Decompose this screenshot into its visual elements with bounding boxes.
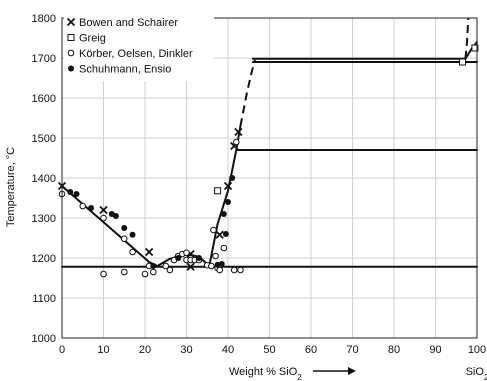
y-tick-label: 1200 xyxy=(32,253,56,265)
cross-data-point xyxy=(216,231,223,238)
y-tick-label: 1500 xyxy=(32,133,56,145)
legend: Bowen and Schairer Greig Körber, Oelsen, D… xyxy=(64,15,214,81)
phase-boundary-curve xyxy=(465,18,468,59)
x-tick-label: 80 xyxy=(388,344,400,356)
square-data-point xyxy=(215,188,221,194)
legend-label: Schuhmann, Ensio xyxy=(79,64,171,76)
open-circle-data-point xyxy=(80,203,86,209)
filled-circle-data-point xyxy=(219,261,225,267)
open-circle-data-point xyxy=(151,269,157,275)
open-circle-data-point xyxy=(209,263,215,269)
open-circle-data-point xyxy=(221,245,227,251)
open-circle-data-point xyxy=(234,139,240,145)
open-circle-data-point xyxy=(142,271,148,277)
filled-circle-data-point xyxy=(221,211,227,217)
x-tick-label: 90 xyxy=(429,344,441,356)
cross-data-point xyxy=(146,249,153,256)
open-circle-data-point xyxy=(231,267,237,273)
x-tick-label: 20 xyxy=(139,344,151,356)
open-circle-data-point xyxy=(238,267,244,273)
legend-open-circle-data-point-icon xyxy=(68,50,74,56)
legend-entry: Schuhmann, Ensio xyxy=(68,64,171,76)
y-tick-label: 1800 xyxy=(32,13,56,25)
open-circle-data-point xyxy=(121,236,127,242)
x-axis-end-label-text: SiO xyxy=(466,366,485,378)
x-tick-label: 60 xyxy=(305,344,317,356)
x-tick-label: 100 xyxy=(468,344,486,356)
legend-entry: Bowen and Schairer xyxy=(68,17,179,29)
legend-label: Greig xyxy=(79,33,106,45)
x-tick-label: 10 xyxy=(97,344,109,356)
open-circle-data-point xyxy=(184,250,190,256)
square-data-point xyxy=(459,59,465,65)
filled-circle-data-point xyxy=(196,255,202,261)
x-tick-label: 40 xyxy=(222,344,234,356)
legend-label: Körber, Oelsen, Dinkler xyxy=(79,48,193,60)
y-tick-label: 1700 xyxy=(32,53,56,65)
open-circle-data-point xyxy=(101,215,107,221)
x-axis-label-text: Weight % SiO xyxy=(229,366,298,378)
phase-boundary-curve xyxy=(62,186,149,262)
y-tick-label: 1000 xyxy=(32,333,56,345)
open-circle-data-point xyxy=(121,269,127,275)
y-tick-label: 1600 xyxy=(32,93,56,105)
y-axis-label: Temperature, °C xyxy=(5,147,17,227)
y-tick-label: 1100 xyxy=(32,293,56,305)
x-tick-label: 0 xyxy=(59,344,65,356)
filled-circle-data-point xyxy=(229,175,235,181)
filled-circle-data-point xyxy=(74,191,80,197)
x-tick-label: 30 xyxy=(180,344,192,356)
filled-circle-data-point xyxy=(175,255,181,261)
filled-circle-data-point xyxy=(113,213,119,219)
x-axis-end-label: SiO2 xyxy=(466,366,487,381)
x-tick-label: 70 xyxy=(346,344,358,356)
legend-entry: Körber, Oelsen, Dinkler xyxy=(68,48,193,60)
filled-circle-data-point xyxy=(121,225,127,231)
open-circle-data-point xyxy=(167,267,173,273)
x-axis-arrow-icon xyxy=(313,367,356,375)
x-axis-label-subscript: 2 xyxy=(297,373,302,381)
filled-circle-data-point xyxy=(225,199,231,205)
x-axis-label: Weight % SiO2 xyxy=(229,366,302,381)
open-circle-data-point xyxy=(130,249,136,255)
open-circle-data-point xyxy=(101,271,107,277)
open-circle-data-point xyxy=(213,253,219,259)
phase-boundary-curve xyxy=(240,60,255,126)
filled-circle-data-point xyxy=(67,189,73,195)
y-tick-label: 1400 xyxy=(32,173,56,185)
y-tick-label: 1300 xyxy=(32,213,56,225)
filled-circle-data-point xyxy=(130,232,136,238)
legend-filled-circle-data-point-icon xyxy=(68,66,74,72)
filled-circle-data-point xyxy=(150,263,156,269)
legend-square-data-point-icon xyxy=(68,35,74,41)
legend-label: Bowen and Schairer xyxy=(79,17,178,29)
filled-circle-data-point xyxy=(88,205,94,211)
open-circle-data-point xyxy=(217,267,223,273)
x-tick-label: 50 xyxy=(263,344,275,356)
filled-circle-data-point xyxy=(223,231,229,237)
open-circle-data-point xyxy=(211,227,217,233)
